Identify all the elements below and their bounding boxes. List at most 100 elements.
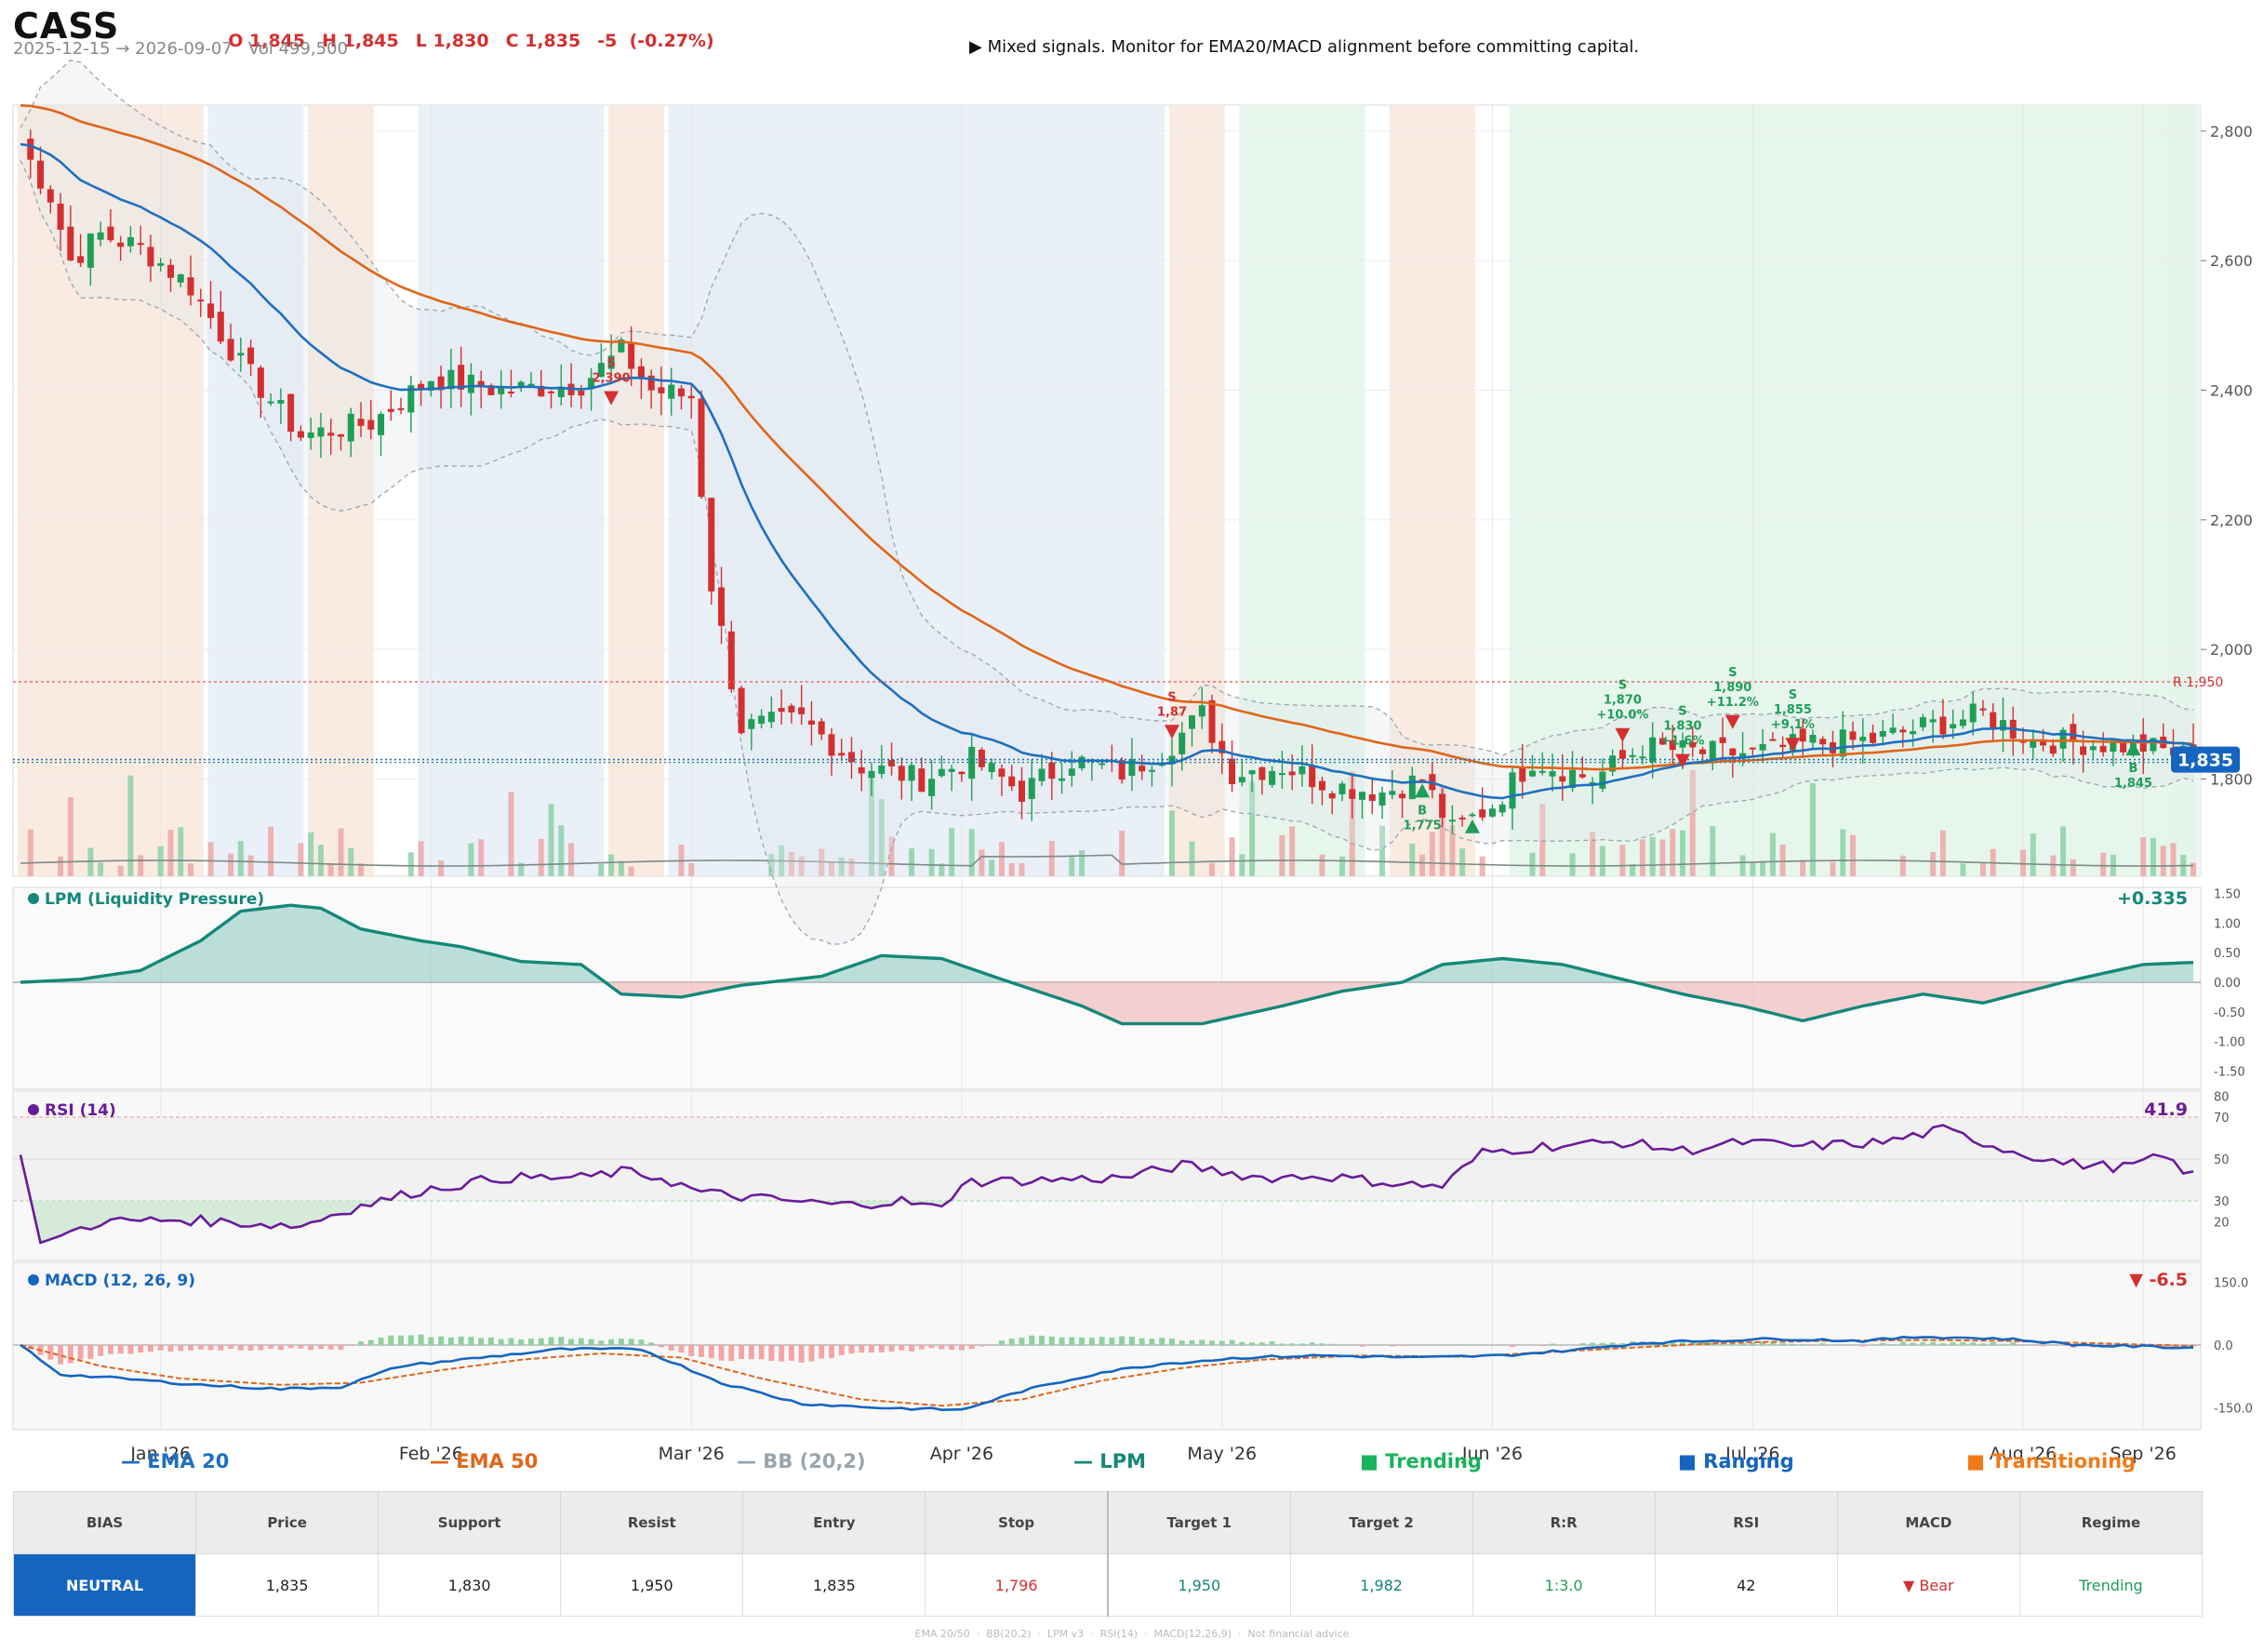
close-value: C 1,835 <box>505 31 581 51</box>
macd-histogram-bar <box>1329 1343 1336 1345</box>
signal-label: 1,845 <box>2114 777 2152 791</box>
bull-candle <box>758 715 766 725</box>
bear-candle <box>1399 793 1406 799</box>
volume-bar <box>1319 854 1325 876</box>
ticker-symbol: CASS <box>13 6 120 47</box>
regime-value: Trending <box>2018 1553 2204 1617</box>
bull-candle <box>1999 720 2006 731</box>
macd-histogram-bar <box>548 1337 554 1345</box>
signal-label: 1,870 <box>1604 694 1642 708</box>
volume-bar <box>1979 861 1986 876</box>
bear-candle <box>487 385 495 395</box>
bear-candle <box>1990 712 1997 729</box>
bias-value: NEUTRAL <box>12 1553 197 1617</box>
lpm-negative-area <box>20 982 2193 1024</box>
bull-candle <box>157 263 165 266</box>
macd-histogram-bar <box>378 1338 384 1345</box>
macd-histogram-bar <box>1279 1343 1285 1345</box>
lpm-tick-label: 1.00 <box>2214 917 2241 931</box>
bull-candle <box>1148 769 1155 772</box>
bear-candle <box>257 367 264 398</box>
date-volume-line: 2025-12-15 → 2026-09-07 Vol 499,500 <box>13 39 348 59</box>
price-levels: R 1,950 1,835 <box>13 675 2240 773</box>
volume-bar <box>1239 854 1245 876</box>
bear-candle <box>1618 750 1626 759</box>
signal-label: 1,830 <box>1663 720 1701 734</box>
macd-histogram-bar <box>1109 1338 1115 1345</box>
macd-tick-label: 150.0 <box>2214 1277 2248 1291</box>
low-value: L 1,830 <box>415 31 489 51</box>
bull-candle <box>1959 719 1966 726</box>
macd-histogram-bar <box>98 1345 104 1356</box>
macd-histogram-bar <box>1259 1342 1265 1345</box>
macd-histogram-bar <box>308 1345 314 1351</box>
bull-candle <box>378 413 385 435</box>
bear-candle <box>327 433 335 436</box>
macd-tick-label: 0.0 <box>2214 1339 2233 1353</box>
sell-signal-marker <box>1785 738 1801 753</box>
macd-histogram-bar <box>518 1339 525 1345</box>
header-stop: Stop <box>925 1491 1109 1554</box>
volume-bar <box>1019 862 1025 876</box>
bear-candle <box>67 226 74 261</box>
bull-candle <box>1028 778 1035 800</box>
macd-histogram-bar <box>728 1345 735 1362</box>
volume-bar <box>1409 843 1416 876</box>
volume-bar <box>1119 830 1125 876</box>
bear-candle <box>107 226 114 241</box>
bear-candle <box>1559 776 1566 782</box>
bear-candle <box>2049 745 2057 754</box>
signal-label: 1,855 <box>1774 703 1812 717</box>
buy-signal-marker <box>1415 783 1431 798</box>
axes: Jan '26 Feb '26 Mar '26 Apr '26 May '26 Jun '… <box>129 123 2252 1464</box>
volume-bar <box>1449 825 1456 876</box>
bull-candle <box>1488 808 1496 817</box>
macd-histogram-bar <box>418 1334 424 1345</box>
regime-band-transitioning <box>608 105 664 876</box>
target2-value: 1,982 <box>1289 1553 1473 1617</box>
bull-candle <box>127 236 134 246</box>
volume-ma-line <box>20 854 2194 867</box>
high-value: H 1,845 <box>322 31 399 51</box>
volume-bar <box>1529 852 1536 876</box>
header-price: Price <box>195 1491 380 1554</box>
macd-histogram-bar <box>1609 1342 1616 1345</box>
bear-candle <box>1008 776 1016 787</box>
rsi-tick-label: 20 <box>2214 1217 2230 1231</box>
macd-histogram-bar <box>147 1345 153 1352</box>
bull-candle <box>1238 777 1245 783</box>
volume-bar <box>188 863 194 876</box>
bear-candle <box>1219 740 1226 753</box>
stop-value: 1,796 <box>925 1553 1109 1617</box>
volume-bar <box>1630 864 1636 876</box>
macd-histogram-bar <box>949 1345 955 1351</box>
macd-histogram-bar <box>207 1345 214 1351</box>
macd-histogram-bar <box>918 1345 925 1350</box>
volume-bar <box>1479 856 1485 876</box>
bear-candle <box>687 395 695 399</box>
bear-candle <box>998 768 1005 778</box>
volume-bar <box>508 792 514 876</box>
volume-bar <box>2160 846 2166 876</box>
macd-histogram-bar <box>1899 1341 1906 1345</box>
volume-bar <box>928 848 935 876</box>
macd-histogram-bar <box>598 1340 605 1345</box>
macd-histogram-bar <box>1790 1343 1796 1345</box>
volume-bar <box>67 797 73 876</box>
bear-candle <box>397 407 405 410</box>
bull-candle <box>1549 771 1556 777</box>
volume-bar <box>1429 832 1435 876</box>
bear-candle <box>2099 745 2107 753</box>
macd-histogram-bar <box>998 1340 1005 1345</box>
macd-histogram-bar <box>1950 1342 1956 1345</box>
bull-candle <box>307 432 314 438</box>
volume-bar <box>207 842 214 876</box>
macd-histogram-bar <box>388 1335 394 1345</box>
bull-candle <box>1078 756 1085 769</box>
macd-histogram-bar <box>838 1345 845 1355</box>
x-tick-label: Jul '26 <box>1725 1444 1779 1464</box>
macd-histogram-bar <box>678 1345 685 1353</box>
bull-candle <box>2089 746 2097 751</box>
bull-candle <box>1599 771 1606 789</box>
